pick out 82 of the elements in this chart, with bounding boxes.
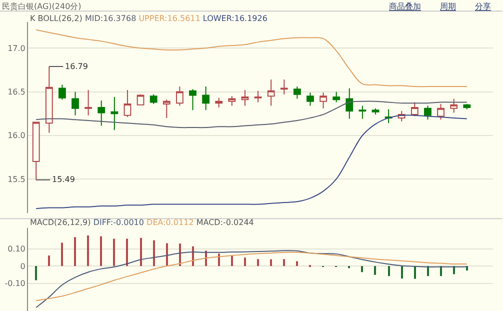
y-tick-label: 16.0 <box>8 131 26 140</box>
y-tick-label: 15.5 <box>8 174 26 184</box>
candlestick <box>463 103 471 110</box>
bar <box>74 237 76 266</box>
candlestick <box>98 100 106 126</box>
candlestick <box>58 84 66 100</box>
bar <box>283 259 285 266</box>
candlestick <box>280 79 288 95</box>
text: 商品叠加 <box>389 2 421 11</box>
candlestick <box>136 94 144 106</box>
candlestick <box>410 102 418 117</box>
text: DEA:0.0112 <box>146 218 194 227</box>
text: 周期 <box>440 2 456 11</box>
annotation: 15.49 <box>52 175 75 184</box>
bar <box>361 266 363 272</box>
bar <box>35 266 37 280</box>
bar <box>244 258 246 266</box>
candlestick <box>267 79 275 106</box>
candlestick <box>306 92 314 106</box>
text: LOWER:16.1926 <box>202 14 268 23</box>
annotation: 16.79 <box>65 62 88 71</box>
bar <box>113 238 115 266</box>
candlestick <box>176 86 184 106</box>
bar <box>61 242 63 266</box>
candlestick <box>437 103 444 120</box>
candlestick <box>215 97 223 108</box>
line-series <box>36 100 468 128</box>
candlestick <box>84 90 92 116</box>
bar <box>87 235 89 266</box>
candlestick <box>358 105 366 120</box>
text: DIFF:-0.0010 <box>93 218 144 227</box>
bar <box>48 255 50 266</box>
y-tick-label: 0 <box>20 262 26 271</box>
candlestick <box>424 105 432 120</box>
candlestick <box>254 90 262 103</box>
candlestick <box>72 91 79 116</box>
bar <box>414 266 416 279</box>
bar <box>231 256 233 266</box>
bar <box>388 266 390 276</box>
candlestick <box>124 90 132 118</box>
candlestick <box>32 122 40 180</box>
candlestick <box>346 88 354 120</box>
candlestick <box>320 92 327 109</box>
bar <box>140 238 142 266</box>
candlestick <box>110 96 118 131</box>
bar <box>126 238 128 266</box>
bar <box>296 261 298 266</box>
y-tick-label: 16.5 <box>8 88 26 97</box>
candlestick <box>45 66 53 134</box>
bar <box>179 244 181 266</box>
bar <box>270 259 272 266</box>
chart-subtitle: MACD(26,12,9) <box>30 218 91 227</box>
candlestick <box>228 96 236 106</box>
candlestick <box>189 88 196 111</box>
line-series <box>36 29 468 88</box>
y-tick-label: 17.0 <box>8 44 26 53</box>
candlestick <box>202 86 210 111</box>
bar <box>374 266 376 275</box>
bar <box>218 254 220 266</box>
y-tick-label: -0.10 <box>4 279 26 288</box>
text: MACD:-0.0244 <box>196 218 254 227</box>
bar <box>440 266 442 276</box>
candlestick <box>150 94 158 104</box>
bar <box>100 236 102 266</box>
candlestick <box>162 99 170 118</box>
bar <box>401 266 403 278</box>
chart-subtitle: K BOLL(26,2) <box>30 14 82 23</box>
text: UPPER:16.5611 <box>138 14 200 23</box>
y-tick-label: 0.10 <box>8 244 26 254</box>
candlestick <box>293 86 301 100</box>
text: MID:16.3768 <box>84 14 136 23</box>
bar <box>257 259 259 266</box>
chart-title: 民贵白银(AG)(240分) <box>2 2 82 11</box>
bar <box>153 240 155 266</box>
candlestick <box>450 98 458 114</box>
line-series <box>36 114 468 210</box>
bar <box>166 243 168 266</box>
candlestick <box>332 91 340 103</box>
bar <box>427 266 429 276</box>
candlestick <box>372 108 380 115</box>
text: 分享 <box>475 2 491 11</box>
candlestick <box>241 90 249 106</box>
